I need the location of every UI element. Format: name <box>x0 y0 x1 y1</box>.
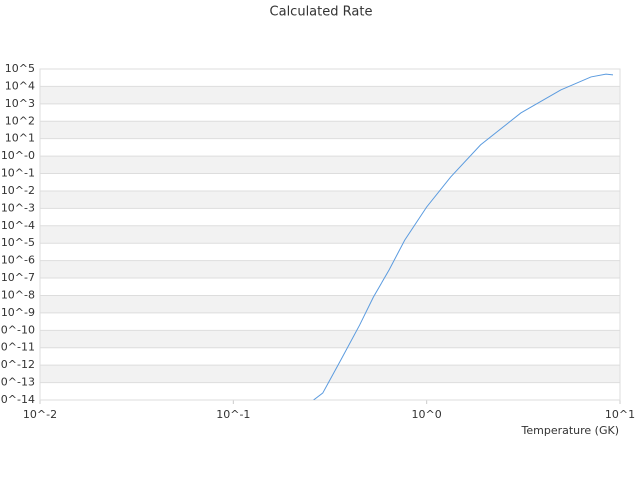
y-tick-label: 10^-10 <box>0 323 35 336</box>
y-tick-label: 10^4 <box>5 79 35 92</box>
x-axis-label: Temperature (GK) <box>521 424 620 437</box>
y-tick-label: 10^-12 <box>0 358 35 371</box>
y-tick-label: 10^-14 <box>0 393 35 406</box>
y-tick-label: 10^1 <box>5 132 35 145</box>
y-tick-label: 10^-11 <box>0 341 35 354</box>
band <box>40 121 620 139</box>
band <box>40 330 620 348</box>
band <box>40 365 620 383</box>
x-tick-label: 10^0 <box>412 408 442 421</box>
data-line <box>313 73 614 400</box>
y-tick-label: 10^-2 <box>1 184 35 197</box>
y-tick-label: 10^-6 <box>1 254 35 267</box>
x-tick-label: 10^-1 <box>216 408 250 421</box>
band <box>40 260 620 279</box>
x-tick-label: 10^-2 <box>23 408 57 421</box>
y-tick-label: 10^-7 <box>1 271 35 284</box>
y-tick-label: 10^-9 <box>1 306 35 319</box>
y-tick-label: 10^-0 <box>1 149 35 162</box>
y-tick-label: 10^-13 <box>0 376 35 389</box>
y-tick-label: 10^3 <box>5 97 35 110</box>
band <box>40 190 620 209</box>
chart-title: Calculated Rate <box>270 5 373 20</box>
y-tick-label: 10^-5 <box>1 236 35 249</box>
band <box>40 225 620 244</box>
y-tick-label: 10^2 <box>5 114 35 127</box>
band <box>40 86 620 104</box>
y-tick-label: 10^-4 <box>1 219 35 232</box>
y-tick-label: 10^-8 <box>1 288 35 301</box>
band <box>40 295 620 313</box>
plot-border <box>39 68 621 401</box>
y-tick-label: 10^-3 <box>1 201 35 214</box>
x-tick-label: 10^1 <box>605 408 635 421</box>
y-tick-label: 10^5 <box>5 62 35 75</box>
band <box>40 156 620 174</box>
y-tick-label: 10^-1 <box>1 167 35 180</box>
